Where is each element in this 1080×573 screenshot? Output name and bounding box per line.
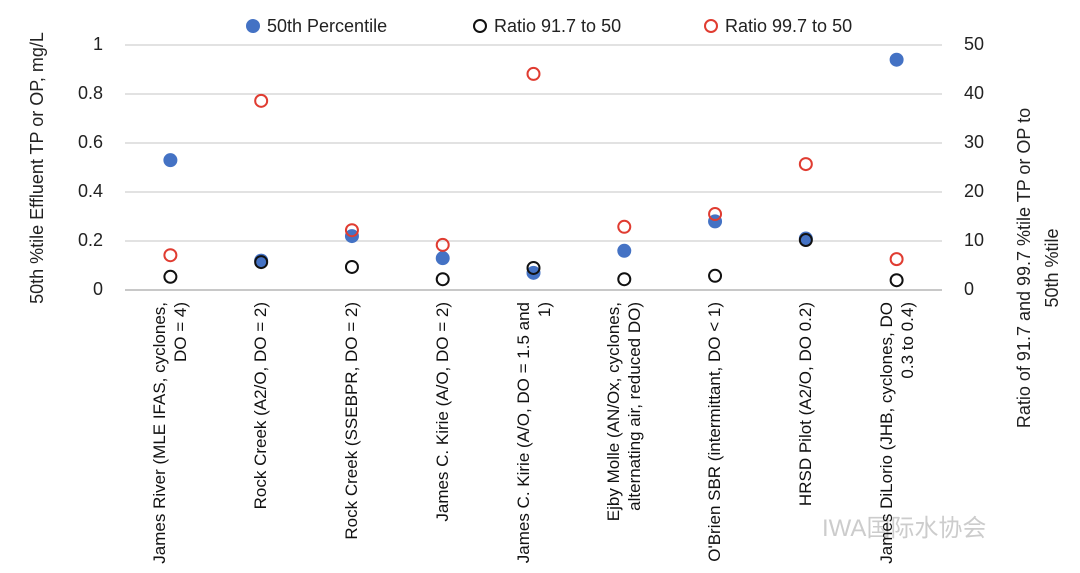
y-tick-label: 0.4 xyxy=(78,181,103,201)
point xyxy=(617,272,632,287)
y-tick-label: 0 xyxy=(93,279,103,299)
point xyxy=(163,269,178,284)
watermark: IWA国际水协会 xyxy=(822,515,987,542)
point xyxy=(254,93,269,108)
y2-tick-label: 20 xyxy=(964,181,984,201)
x-tick-label: James C. Kirie (A/O, DO = 1.5 and 1) xyxy=(513,302,554,564)
point xyxy=(708,207,723,222)
point xyxy=(798,233,813,248)
y2-tick-label: 30 xyxy=(964,132,984,152)
point xyxy=(526,265,541,280)
y2-tick-label: 40 xyxy=(964,83,984,103)
x-tick-label: Rock Creek (SSEBPR, DO = 2) xyxy=(342,302,362,540)
y2-axis-title: 50th %tile xyxy=(1042,228,1062,307)
point xyxy=(163,153,178,168)
legend-marker xyxy=(704,19,718,33)
x-tick-label: Rock Creek (A2/O, DO = 2) xyxy=(251,302,271,510)
x-tick-label: HRSD Pilot (A2/O, DO 0.2) xyxy=(796,302,816,507)
y-axis-title: 50th %tile Effluent TP or OP, mg/L xyxy=(27,32,47,304)
point xyxy=(435,237,450,252)
point xyxy=(708,268,723,283)
y2-tick-label: 50 xyxy=(964,34,984,54)
y-tick-label: 0.6 xyxy=(78,132,103,152)
point xyxy=(889,52,904,67)
x-tick-label: James C. Kirie (A/O, DO = 2) xyxy=(433,302,453,522)
x-tick-label: Ejby Molle (AN/Ox, cyclones, alternating… xyxy=(604,302,645,522)
x-tick-label: O'Brien SBR (intermittant, DO < 1) xyxy=(705,302,725,562)
point xyxy=(344,259,359,274)
point xyxy=(889,273,904,288)
point xyxy=(163,248,178,263)
x-tick-label: James River (MLE IFAS, cyclones, DO = 4) xyxy=(150,302,191,564)
point xyxy=(526,260,541,275)
point xyxy=(344,223,359,238)
y-tick-label: 0.2 xyxy=(78,230,103,250)
point xyxy=(617,243,632,258)
legend-marker xyxy=(246,19,260,33)
legend-marker xyxy=(473,19,487,33)
point xyxy=(798,157,813,172)
point xyxy=(889,252,904,267)
y-tick-label: 0.8 xyxy=(78,83,103,103)
point xyxy=(526,66,541,81)
y2-tick-label: 0 xyxy=(964,279,974,299)
point xyxy=(435,272,450,287)
x-tick-label: James DiLorio (JHB, cyclones, DO 0.3 to … xyxy=(876,302,917,564)
y2-tick-label: 10 xyxy=(964,230,984,250)
y-tick-label: 1 xyxy=(93,34,103,54)
legend-label: Ratio 99.7 to 50 xyxy=(725,16,852,36)
legend-label: 50th Percentile xyxy=(267,16,387,36)
point xyxy=(435,251,450,266)
legend-label: Ratio 91.7 to 50 xyxy=(494,16,621,36)
y2-axis-title: Ratio of 91.7 and 99.7 %tile TP or OP to xyxy=(1014,108,1034,428)
point xyxy=(617,219,632,234)
point xyxy=(254,255,269,270)
